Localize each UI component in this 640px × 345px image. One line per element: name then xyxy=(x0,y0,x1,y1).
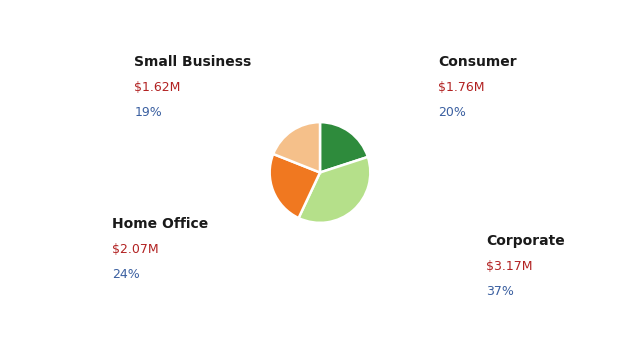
Wedge shape xyxy=(273,122,320,172)
Text: $1.76M: $1.76M xyxy=(438,81,485,94)
Text: Consumer: Consumer xyxy=(438,55,517,69)
Text: 37%: 37% xyxy=(486,285,515,298)
Text: Corporate: Corporate xyxy=(486,234,565,248)
Text: Home Office: Home Office xyxy=(112,217,208,231)
Text: 24%: 24% xyxy=(112,268,140,281)
Wedge shape xyxy=(320,122,368,172)
Wedge shape xyxy=(299,157,371,223)
Text: 20%: 20% xyxy=(438,106,467,119)
Wedge shape xyxy=(269,154,320,218)
Text: $1.62M: $1.62M xyxy=(134,81,180,94)
Text: $2.07M: $2.07M xyxy=(112,243,159,256)
Text: 19%: 19% xyxy=(134,106,162,119)
Text: $3.17M: $3.17M xyxy=(486,260,533,273)
Text: Small Business: Small Business xyxy=(134,55,252,69)
